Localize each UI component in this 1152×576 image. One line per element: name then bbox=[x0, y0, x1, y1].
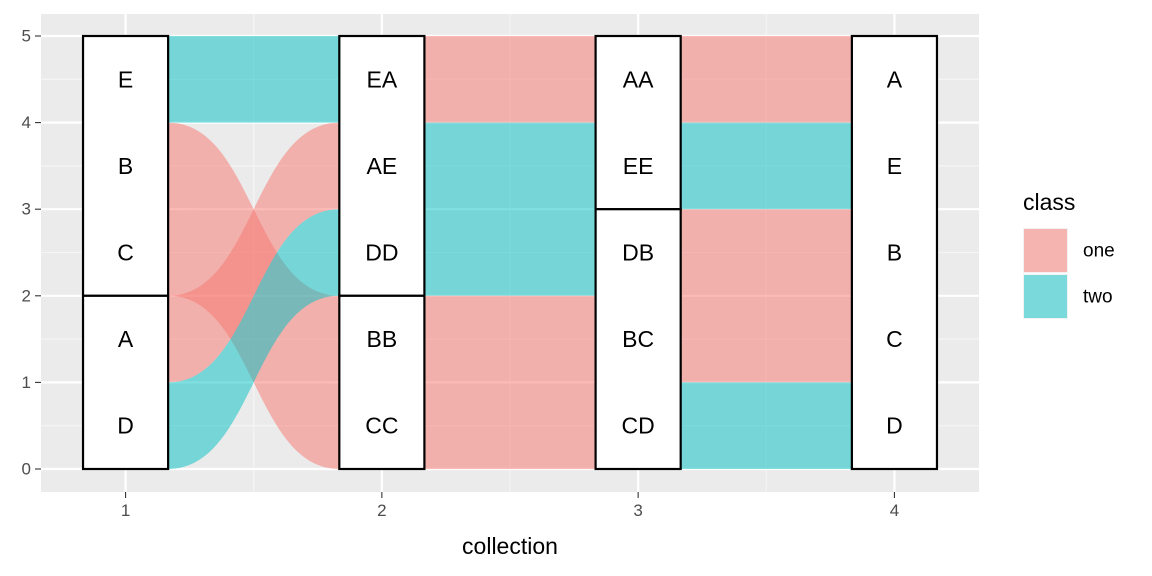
stratum-label: AA bbox=[623, 66, 654, 92]
y-tick-label: 5 bbox=[22, 27, 31, 46]
stratum-label: C bbox=[117, 240, 134, 266]
stratum-label: D bbox=[886, 413, 903, 439]
flow-one bbox=[424, 36, 596, 123]
stratum-box bbox=[594, 208, 682, 471]
legend-swatch-two bbox=[1024, 275, 1067, 318]
y-tick-label: 4 bbox=[22, 113, 31, 132]
stratum-box bbox=[850, 34, 939, 471]
flow-two bbox=[680, 382, 852, 469]
stratum-label: DB bbox=[622, 240, 654, 266]
stratum-label: B bbox=[118, 153, 133, 179]
x-axis-title: collection bbox=[462, 533, 558, 559]
legend: class one two bbox=[1023, 189, 1115, 319]
stratum-label: CD bbox=[622, 413, 655, 439]
stratum-label: E bbox=[887, 153, 902, 179]
flow-two bbox=[680, 122, 852, 210]
flows bbox=[168, 36, 852, 469]
y-tick-label: 3 bbox=[22, 200, 31, 219]
x-axis: 1 2 3 4 bbox=[121, 492, 899, 520]
stratum-label: AE bbox=[367, 153, 398, 179]
stratum-label: CC bbox=[365, 413, 398, 439]
flow-two bbox=[168, 209, 340, 469]
stratum-label: A bbox=[887, 66, 903, 92]
flow-two bbox=[168, 36, 340, 123]
stratum-label: EE bbox=[623, 153, 654, 179]
flow-one bbox=[424, 295, 596, 469]
legend-label-two: two bbox=[1083, 287, 1113, 308]
stratum-label: DD bbox=[365, 240, 398, 266]
stratum-label: EA bbox=[367, 66, 398, 92]
stratum-box bbox=[81, 34, 170, 297]
flow-one bbox=[680, 209, 852, 383]
y-tick-label: 1 bbox=[22, 373, 31, 392]
stratum-box bbox=[594, 34, 682, 211]
legend-swatch-one bbox=[1024, 229, 1067, 272]
stratum-label: B bbox=[887, 240, 902, 266]
flow-one bbox=[680, 36, 852, 123]
stratum-box bbox=[338, 294, 426, 471]
legend-title: class bbox=[1023, 189, 1075, 215]
x-tick-label: 2 bbox=[377, 501, 386, 520]
y-tick-label: 0 bbox=[22, 460, 31, 479]
stratum-label: C bbox=[886, 326, 903, 352]
flow-two bbox=[424, 122, 596, 296]
y-tick-label: 2 bbox=[22, 286, 31, 305]
legend-items: one two bbox=[1023, 228, 1115, 319]
x-tick-label: 4 bbox=[890, 501, 899, 520]
x-tick-label: 3 bbox=[633, 501, 642, 520]
stratum-boxes bbox=[81, 34, 939, 471]
stratum-label: BB bbox=[367, 326, 398, 352]
stratum-box bbox=[81, 294, 170, 471]
x-tick-label: 1 bbox=[121, 501, 130, 520]
y-axis: 0 1 2 3 4 5 bbox=[22, 27, 41, 479]
stratum-label: E bbox=[118, 66, 133, 92]
stratum-label: D bbox=[117, 413, 134, 439]
legend-label-one: one bbox=[1083, 241, 1115, 262]
flow-one bbox=[168, 122, 340, 383]
stratum-label: BC bbox=[622, 326, 654, 352]
stratum-label: A bbox=[118, 326, 134, 352]
